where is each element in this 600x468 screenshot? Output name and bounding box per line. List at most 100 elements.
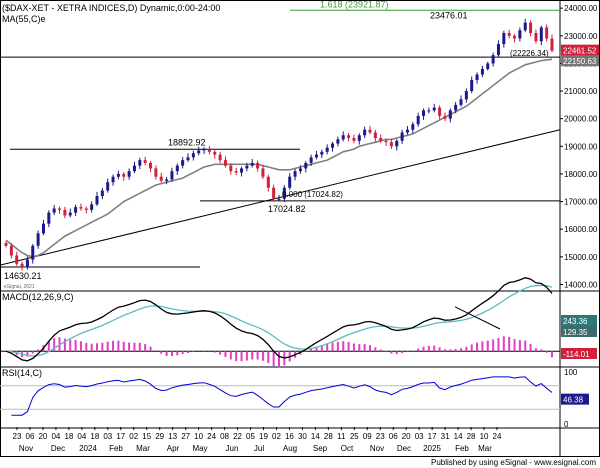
macd-histogram-bar — [192, 351, 195, 352]
macd-histogram-bar — [411, 350, 414, 352]
candle-body — [52, 208, 56, 213]
macd-histogram-bar — [369, 345, 371, 352]
histogram-tag — [561, 348, 597, 359]
macd-histogram-bar — [518, 340, 521, 352]
candle-body — [4, 243, 8, 246]
price-annotation: 17024.82 — [268, 204, 306, 214]
price-ytick-label: 18000.00 — [564, 170, 598, 179]
macd-histogram-bar — [37, 349, 40, 352]
macd-histogram-bar — [422, 346, 425, 352]
macd-histogram-bar — [470, 344, 473, 352]
x-day-label: 04 — [51, 432, 60, 441]
candle-body — [47, 212, 51, 224]
macd-histogram-bar — [165, 351, 168, 356]
ma-line — [5, 58, 553, 258]
candle-body — [36, 233, 40, 246]
candle-body — [256, 162, 260, 169]
candle-body — [384, 140, 388, 143]
rsi-ytick-label: 0 — [564, 420, 569, 429]
macd-histogram-bar — [160, 351, 163, 354]
outer-border — [0, 0, 600, 457]
macd-histogram-bar — [74, 340, 77, 352]
publisher-footer: Published by using eSignal - www.esignal… — [431, 458, 596, 467]
macd-histogram-bar — [379, 349, 382, 352]
candle-body — [507, 33, 511, 36]
candle-body — [15, 255, 19, 264]
candle-body — [523, 22, 527, 31]
macd-histogram-bar — [497, 337, 500, 352]
candle-body — [411, 124, 415, 130]
candle-body — [518, 30, 522, 39]
candle-body — [234, 171, 238, 173]
macd-panel[interactable]: 243.36 129.35 -114.01 — [0, 277, 597, 368]
macd-histogram-bar — [69, 339, 72, 352]
x-month-label: Mar — [478, 444, 492, 453]
x-month-label: 2024 — [79, 444, 97, 453]
macd-histogram-bar — [540, 349, 543, 352]
candle-body — [341, 135, 345, 140]
x-month-label: Mar — [136, 444, 150, 453]
price-ytick-label: 14000.00 — [564, 280, 598, 289]
candle-body — [261, 168, 265, 177]
candle-body — [438, 107, 442, 116]
x-day-label: 02 — [129, 432, 138, 441]
x-day-label: 04 — [77, 432, 86, 441]
level-label: (22226.34) — [510, 49, 549, 58]
candle-body — [427, 110, 431, 112]
candle-body — [138, 160, 142, 166]
candle-body — [304, 162, 308, 169]
x-day-label: 24 — [493, 432, 502, 441]
candle-body — [25, 259, 29, 268]
candle-body — [31, 245, 35, 260]
candle-body — [368, 129, 372, 133]
candle-body — [197, 150, 201, 154]
rsi-panel[interactable]: 100 0 46.38 — [0, 368, 589, 429]
macd-histogram-bar — [427, 345, 430, 352]
x-axis: 23 06 20 04 18 04 18 03 17 02 15 29 13 27 10 24 08 22 05 19… — [13, 427, 502, 453]
x-day-label: 11 — [337, 432, 346, 441]
x-month-label: Feb — [455, 444, 469, 453]
candle-body — [443, 115, 447, 119]
ma-value-tag — [561, 55, 599, 67]
price-panel[interactable]: 14000.00 15000.00 16000.00 17000.00 18000.00… — [0, 0, 599, 289]
x-day-label: 05 — [246, 432, 255, 441]
macd-histogram-bar — [26, 351, 29, 357]
macd-histogram-bar — [465, 346, 468, 352]
fib-extension-label: 1.618 (23921.87) — [320, 0, 389, 9]
x-month-label: Aug — [283, 444, 297, 453]
macd-histogram-bar — [144, 344, 147, 352]
rsi-ytick-label: 100 — [564, 368, 578, 377]
macd-histogram-bar — [417, 348, 420, 352]
signal-tag — [561, 326, 597, 337]
macd-histogram-bar — [181, 351, 184, 355]
candle-body — [480, 68, 484, 75]
price-ytick-label: 15000.00 — [564, 253, 598, 262]
macd-histogram-bar — [406, 351, 409, 353]
macd-trendline — [454, 306, 501, 330]
candle-body — [58, 208, 62, 210]
candle-body — [149, 162, 153, 169]
price-ytick-label: 16000.00 — [564, 225, 598, 234]
x-month-label: Dec — [51, 444, 65, 453]
macd-histogram-bar — [138, 342, 141, 352]
x-day-label: 25 — [350, 432, 359, 441]
macd-histogram-bar — [395, 351, 398, 355]
x-day-label: 02 — [272, 432, 281, 441]
macd-signal-line — [5, 284, 553, 357]
candle-body — [288, 176, 292, 188]
macd-histogram-bar — [363, 344, 366, 352]
candle-body — [9, 245, 13, 256]
candle-body — [309, 157, 313, 163]
candle-body — [336, 139, 340, 144]
x-day-label: 17 — [116, 432, 125, 441]
candle-body — [250, 162, 254, 166]
macd-line — [5, 277, 553, 362]
candle-body — [41, 223, 45, 234]
macd-histogram-bar — [476, 342, 479, 352]
candle-body — [325, 147, 329, 152]
signal-tag-text: 129.35 — [563, 328, 588, 337]
candle-body — [202, 149, 206, 151]
candle-body — [111, 176, 115, 183]
candle-body — [213, 151, 217, 155]
x-month-label: Sep — [313, 444, 328, 453]
